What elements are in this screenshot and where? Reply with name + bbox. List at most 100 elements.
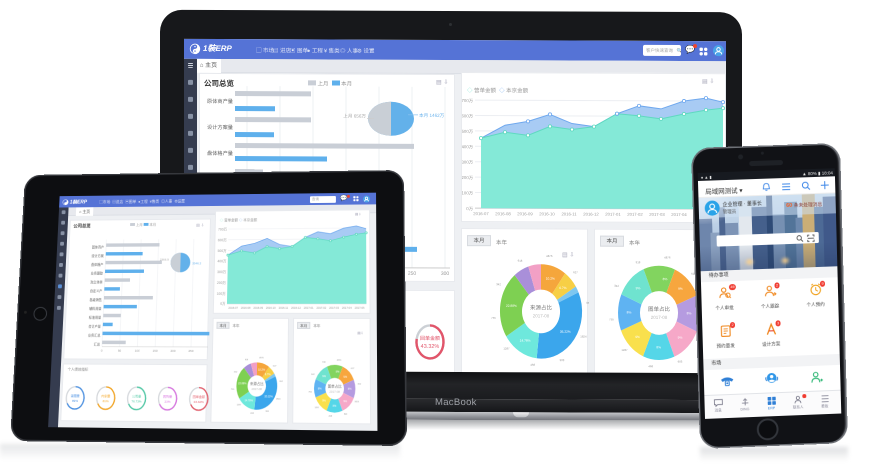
svg-text:2016-12: 2016-12 <box>291 307 301 310</box>
svg-text:400万: 400万 <box>462 144 474 150</box>
svg-text:300: 300 <box>441 271 450 277</box>
svg-text:100: 100 <box>135 348 141 352</box>
svg-text:自定义产: 自定义产 <box>90 288 103 293</box>
svg-text:2017-01: 2017-01 <box>605 212 621 217</box>
svg-text:755: 755 <box>491 316 496 320</box>
svg-text:2017-01: 2017-01 <box>304 307 314 310</box>
svg-text:627: 627 <box>351 368 354 370</box>
svg-text:352: 352 <box>586 301 589 305</box>
svg-text:0万: 0万 <box>466 206 473 212</box>
svg-text:2017-03: 2017-03 <box>649 212 665 217</box>
svg-text:2017-05: 2017-05 <box>355 307 365 310</box>
svg-text:903: 903 <box>265 411 268 413</box>
svg-text:2016-12: 2016-12 <box>583 212 599 217</box>
svg-text:918: 918 <box>322 362 325 364</box>
svg-text:342: 342 <box>614 284 619 288</box>
svg-text:2016-10: 2016-10 <box>539 211 555 216</box>
svg-text:342: 342 <box>234 371 237 373</box>
svg-text:2017-04: 2017-04 <box>671 212 687 217</box>
svg-text:合计产量: 合计产量 <box>88 323 101 328</box>
svg-text:本月 1462万: 本月 1462万 <box>419 112 445 119</box>
svg-text:2016-07: 2016-07 <box>228 307 238 310</box>
svg-text:原体商产量: 原体商产量 <box>207 97 233 105</box>
svg-text:700万: 700万 <box>462 98 474 104</box>
svg-text:盘体格产量: 盘体格产量 <box>207 149 233 157</box>
svg-text:22.88%: 22.88% <box>238 383 246 385</box>
svg-text:标准用量: 标准用量 <box>89 314 102 319</box>
svg-text:公司量: 公司量 <box>132 394 141 399</box>
svg-text:700万: 700万 <box>218 227 227 231</box>
svg-text:9%: 9% <box>344 376 348 378</box>
svg-text:755: 755 <box>308 391 311 393</box>
svg-text:2016-09: 2016-09 <box>253 307 263 310</box>
svg-text:300万: 300万 <box>217 270 226 274</box>
svg-text:918: 918 <box>636 260 641 264</box>
svg-text:设计方案: 设计方案 <box>91 253 104 258</box>
svg-text:3546.2: 3546.2 <box>192 261 202 265</box>
svg-text:22.88%: 22.88% <box>506 304 517 308</box>
svg-text:回单金额: 回单金额 <box>193 394 205 399</box>
svg-text:200: 200 <box>170 349 176 353</box>
svg-text:2016-10: 2016-10 <box>266 307 276 310</box>
svg-text:2016-08: 2016-08 <box>241 307 251 310</box>
svg-text:8%: 8% <box>336 372 340 374</box>
svg-text:6.7%: 6.7% <box>559 286 566 290</box>
svg-text:2017-08: 2017-08 <box>329 389 340 394</box>
svg-text:35.22%: 35.22% <box>560 330 571 334</box>
svg-text:755: 755 <box>609 317 614 321</box>
svg-text:8%: 8% <box>333 406 337 408</box>
svg-text:100万: 100万 <box>217 292 226 296</box>
svg-text:50: 50 <box>118 348 122 352</box>
svg-text:200万: 200万 <box>217 281 226 285</box>
svg-text:1824: 1824 <box>354 401 359 403</box>
svg-text:固体商产: 固体商产 <box>92 244 105 249</box>
svg-text:468: 468 <box>530 363 535 367</box>
svg-text:755: 755 <box>231 389 234 391</box>
svg-text:81%: 81% <box>103 399 110 403</box>
svg-text:各级销售: 各级销售 <box>89 297 102 302</box>
svg-text:250: 250 <box>408 271 417 277</box>
svg-text:903: 903 <box>678 360 683 364</box>
svg-text:4876: 4876 <box>259 357 264 359</box>
svg-text:2016-08: 2016-08 <box>495 211 511 216</box>
svg-text:400万: 400万 <box>217 259 226 263</box>
svg-text:2016-07: 2016-07 <box>473 211 489 216</box>
svg-text:468: 468 <box>250 413 253 415</box>
svg-text:352: 352 <box>279 381 282 383</box>
svg-text:1287: 1287 <box>237 404 242 406</box>
svg-text:918: 918 <box>518 259 523 263</box>
svg-text:2017-08: 2017-08 <box>533 313 550 318</box>
svg-text:8%: 8% <box>627 310 632 314</box>
svg-text:2016-11: 2016-11 <box>279 307 289 310</box>
svg-text:352: 352 <box>358 384 361 386</box>
svg-text:342: 342 <box>311 374 314 376</box>
svg-text:设计方案量: 设计方案量 <box>207 123 233 131</box>
svg-text:4876: 4876 <box>546 254 553 258</box>
svg-text:8%: 8% <box>348 389 352 391</box>
svg-text:9%: 9% <box>636 286 641 290</box>
svg-text:回单金额: 回单金额 <box>420 335 440 342</box>
svg-text:来源占比: 来源占比 <box>530 303 553 311</box>
svg-text:500万: 500万 <box>462 129 474 135</box>
svg-text:468: 468 <box>648 364 653 368</box>
svg-text:2016-11: 2016-11 <box>561 211 577 216</box>
svg-text:汇总: 汇总 <box>94 341 101 346</box>
svg-text:0万: 0万 <box>220 302 225 306</box>
svg-text:2017-02: 2017-02 <box>317 307 327 310</box>
svg-text:回列量: 回列量 <box>163 394 172 399</box>
svg-text:627: 627 <box>691 272 696 276</box>
svg-text:泡立体单: 泡立体单 <box>90 279 103 284</box>
svg-text:2366.9: 2366.9 <box>160 257 170 261</box>
svg-text:9%: 9% <box>635 335 640 339</box>
svg-text:1824: 1824 <box>276 398 281 400</box>
svg-text:2017-04: 2017-04 <box>342 307 352 310</box>
svg-text:6.7%: 6.7% <box>265 374 271 376</box>
svg-text:627: 627 <box>273 365 276 367</box>
svg-text:9%: 9% <box>678 336 683 340</box>
svg-text:600万: 600万 <box>462 113 474 119</box>
svg-text:600万: 600万 <box>218 238 227 242</box>
svg-text:43.32%: 43.32% <box>194 400 205 405</box>
svg-text:2017-03: 2017-03 <box>329 307 339 310</box>
svg-text:9%: 9% <box>343 401 347 403</box>
svg-text:89%: 89% <box>72 399 79 403</box>
